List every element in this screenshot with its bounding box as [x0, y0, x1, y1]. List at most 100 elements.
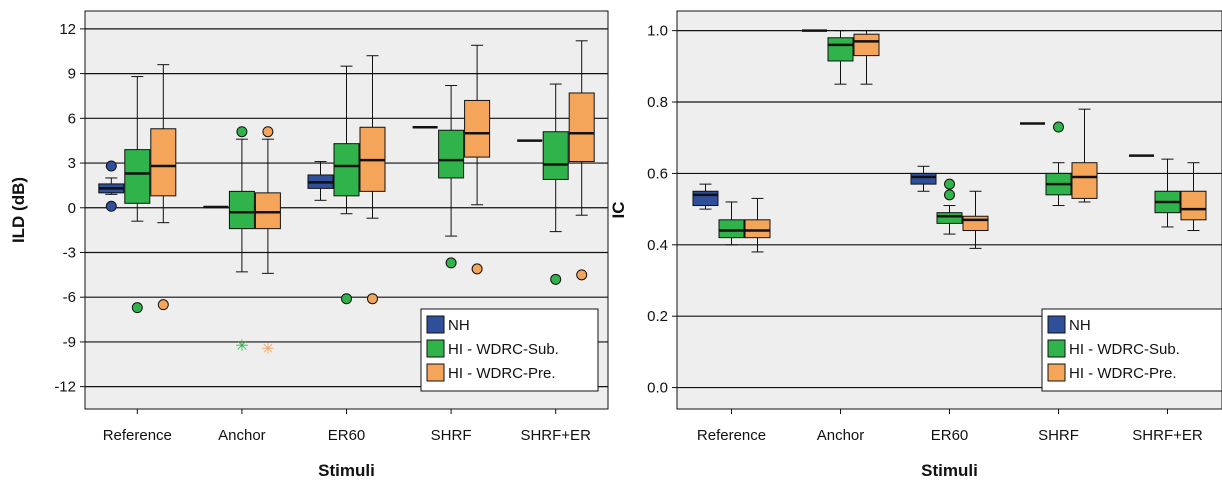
- ic-x-axis-title: Stimuli: [921, 461, 978, 480]
- box-iqr: [910, 172, 937, 185]
- box-ild-pre-1: ✳: [254, 126, 281, 358]
- box-ic-pre-4: [1180, 162, 1207, 232]
- ild-x-ticks: Reference Anchor ER60 SHRF SHRF+ER: [103, 409, 591, 444]
- box-ic-sub-4: [1154, 158, 1181, 228]
- x-tick-label: SHRF: [431, 427, 472, 444]
- box-ild-pre-0: [150, 64, 177, 311]
- x-tick-label: SHRF+ER: [520, 427, 591, 444]
- box-ild-sub-4: [542, 83, 569, 285]
- box-iqr: [438, 129, 465, 179]
- legend-swatch: [1047, 339, 1066, 358]
- legend-label: HI - WDRC-Pre.: [448, 365, 556, 382]
- y-tick-label: 0.2: [647, 308, 668, 325]
- box-ic-sub-2: [936, 178, 963, 235]
- ild-x-axis-title: Stimuli: [318, 461, 375, 480]
- legend-label: HI - WDRC-Pre.: [1069, 365, 1177, 382]
- box-iqr: [568, 92, 595, 163]
- box-iqr: [1180, 190, 1207, 221]
- ild-y-axis-title: ILD (dB): [9, 177, 28, 243]
- box-ild-pre-2: [359, 55, 386, 305]
- y-tick-label: 6: [68, 110, 76, 127]
- box-iqr: [744, 219, 771, 239]
- box-ic-pre-3: [1071, 108, 1098, 203]
- box-iqr: [542, 131, 569, 180]
- box-ic-pre-0: [744, 197, 771, 253]
- box-iqr: [692, 190, 719, 207]
- outlier-point: [157, 299, 169, 311]
- y-tick-label: 0.6: [647, 165, 668, 182]
- outlier-point: [367, 293, 378, 305]
- box-ild-sub-1: ✳: [228, 126, 255, 355]
- outlier-point: [105, 200, 117, 212]
- box-iqr: [827, 37, 854, 62]
- x-tick-label: ER60: [328, 427, 366, 444]
- x-tick-label: Anchor: [218, 427, 266, 444]
- box-iqr: [150, 128, 177, 197]
- ic-legend: NH HI - WDRC-Sub. HI - WDRC-Pre.: [1041, 308, 1222, 392]
- legend-swatch: [426, 339, 445, 358]
- outlier-point: [262, 126, 274, 138]
- legend-label: NH: [448, 317, 470, 334]
- outlier-point: [445, 257, 457, 269]
- legend-swatch: [426, 363, 445, 382]
- outlier-point: [576, 269, 588, 281]
- y-tick-label: 9: [68, 66, 76, 83]
- ic-boxes: [692, 29, 1207, 253]
- legend-label: HI - WDRC-Sub.: [1069, 341, 1180, 358]
- outlier-point: [944, 178, 955, 190]
- box-iqr: [333, 143, 360, 197]
- legend-label: NH: [1069, 317, 1091, 334]
- box-ild-nh-2: [307, 161, 334, 201]
- x-tick-label: Reference: [103, 427, 172, 444]
- legend-swatch: [426, 315, 445, 334]
- box-ic-pre-2: [962, 190, 989, 249]
- y-tick-label: 12: [59, 21, 76, 38]
- x-tick-label: SHRF+ER: [1132, 427, 1203, 444]
- y-tick-label: 0.4: [647, 237, 668, 254]
- box-iqr: [718, 219, 745, 239]
- ic-y-axis-title: IC: [609, 202, 628, 219]
- box-ild-pre-3: [464, 44, 491, 275]
- ic-chart: 0.0 0.2 0.4 0.6 0.8 1.0 Reference Anchor ER60 SH…: [609, 10, 1222, 480]
- box-ild-nh-0: [98, 160, 125, 212]
- legend-box: [1041, 308, 1222, 392]
- box-iqr: [936, 212, 963, 224]
- box-ic-sub-0: [718, 201, 745, 246]
- box-ild-sub-0: [124, 76, 151, 314]
- legend-swatch: [1047, 363, 1066, 382]
- y-tick-label: 0: [68, 200, 76, 217]
- box-ild-sub-2: [333, 65, 360, 305]
- y-tick-label: 1.0: [647, 23, 668, 40]
- outlier-point: [341, 293, 352, 305]
- x-tick-label: ER60: [931, 427, 969, 444]
- box-iqr: [1071, 162, 1098, 199]
- box-iqr: [464, 99, 491, 158]
- box-ild-sub-3: [438, 85, 465, 269]
- outlier-star: ✳: [261, 339, 274, 358]
- y-tick-label: 3: [68, 155, 76, 172]
- outlier-point: [105, 160, 117, 172]
- box-ic-nh-2: [910, 165, 937, 192]
- x-tick-label: SHRF: [1038, 427, 1079, 444]
- y-tick-label: 0.8: [647, 94, 668, 111]
- ild-y-ticks: -12 -9 -6 -3 0 3 6 9 12: [54, 21, 85, 396]
- box-ic-sub-3: [1045, 121, 1072, 207]
- y-tick-label: -9: [63, 334, 76, 351]
- outlier-point: [550, 273, 562, 285]
- ic-x-ticks: Reference Anchor ER60 SHRF SHRF+ER: [697, 409, 1203, 444]
- box-ic-nh-0: [692, 183, 719, 210]
- y-tick-label: 0.0: [647, 380, 668, 397]
- outlier-point: [236, 126, 248, 138]
- box-ild-pre-4: [568, 40, 595, 281]
- box-ic-pre-1: [853, 30, 880, 85]
- legend-box: [420, 308, 599, 392]
- x-tick-label: Reference: [697, 427, 766, 444]
- y-tick-label: -6: [63, 289, 76, 306]
- outlier-point: [1053, 121, 1064, 133]
- y-tick-label: -12: [54, 379, 76, 396]
- ild-boxes: ✳ ✳: [98, 40, 595, 358]
- outlier-point: [131, 302, 143, 314]
- outlier-star: ✳: [235, 336, 248, 355]
- x-tick-label: Anchor: [817, 427, 865, 444]
